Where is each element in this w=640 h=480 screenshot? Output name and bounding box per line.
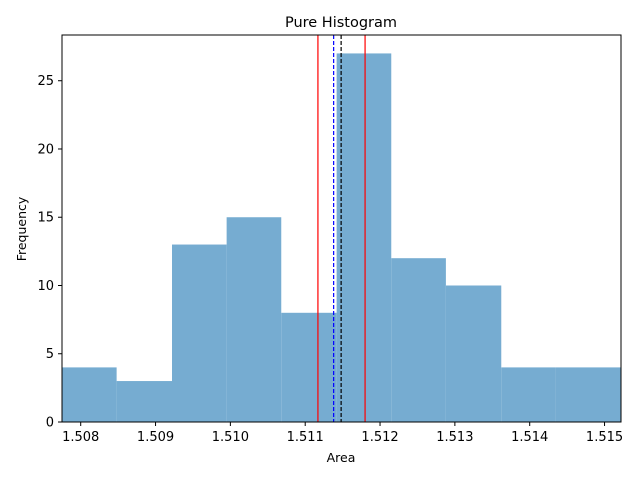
histogram-bar bbox=[281, 312, 337, 422]
histogram-bar bbox=[62, 367, 117, 422]
y-tick-label: 20 bbox=[37, 142, 54, 157]
y-tick-label: 10 bbox=[37, 279, 54, 294]
x-tick-label: 1.510 bbox=[212, 430, 249, 445]
plot-frame bbox=[61, 34, 622, 423]
x-tick-label: 1.509 bbox=[137, 430, 174, 445]
histogram-bar bbox=[172, 244, 227, 422]
chart-title: Pure Histogram bbox=[285, 15, 397, 31]
x-tick-label: 1.512 bbox=[361, 430, 398, 445]
histogram-bar bbox=[116, 381, 173, 422]
histogram-bar bbox=[391, 258, 446, 422]
histogram-bar bbox=[226, 217, 282, 422]
histogram-bar bbox=[336, 53, 392, 423]
histogram-bar bbox=[501, 367, 556, 422]
x-tick-label: 1.511 bbox=[287, 430, 324, 445]
x-tick-label: 1.508 bbox=[62, 430, 99, 445]
y-tick-label: 0 bbox=[46, 416, 54, 431]
x-axis-label: Area bbox=[327, 450, 356, 465]
y-tick-label: 5 bbox=[46, 347, 54, 362]
x-axis-ticks: 1.508 1.509 1.510 1.511 1.512 1.513 1.514 1.515 bbox=[62, 422, 623, 445]
x-tick-label: 1.514 bbox=[511, 430, 548, 445]
x-tick-label: 1.515 bbox=[586, 430, 623, 445]
y-tick-label: 15 bbox=[37, 211, 54, 226]
reference-lines-group bbox=[317, 35, 366, 422]
histogram-bar bbox=[555, 367, 621, 422]
histogram-bar bbox=[445, 285, 502, 422]
x-tick-label: 1.513 bbox=[436, 430, 473, 445]
bars-group bbox=[62, 53, 621, 423]
y-axis-ticks: 0 5 10 15 20 25 bbox=[37, 74, 62, 431]
y-tick-label: 25 bbox=[37, 74, 54, 89]
y-axis-label: Frequency bbox=[14, 196, 29, 261]
